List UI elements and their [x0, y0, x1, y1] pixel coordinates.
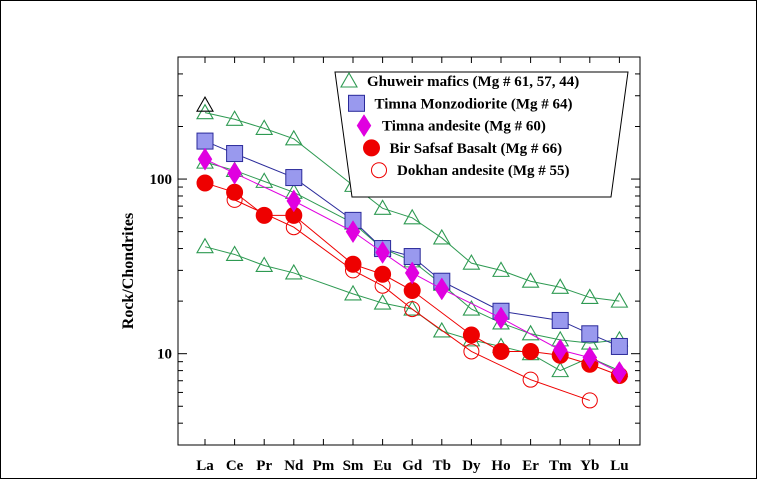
data-point	[197, 147, 213, 171]
data-point	[196, 96, 214, 112]
data-point	[551, 278, 570, 294]
y-axis-title: Rock/Chondrites	[120, 213, 137, 329]
data-point	[521, 272, 540, 288]
x-tick-label: Lu	[610, 458, 628, 474]
data-point	[374, 265, 392, 283]
data-point	[610, 337, 628, 355]
x-tick-label: Dy	[462, 458, 481, 474]
data-point	[610, 292, 629, 308]
data-point	[403, 282, 421, 300]
legend: Ghuweir mafics (Mg # 61, 57, 44) Timna Mo…	[334, 71, 629, 198]
data-point	[344, 284, 362, 301]
x-tick-label: Tm	[549, 458, 572, 474]
legend-marker	[363, 139, 380, 157]
series-timna-andesite	[197, 147, 627, 384]
data-point	[522, 371, 539, 388]
x-tick-label: Tb	[433, 458, 451, 474]
data-point	[492, 342, 510, 360]
x-tick-label: Gd	[402, 458, 423, 474]
x-tick-label: Ce	[226, 458, 244, 474]
data-point	[492, 261, 510, 277]
data-point	[462, 300, 481, 316]
data-point	[522, 342, 540, 360]
x-tick-label: Er	[522, 458, 539, 474]
data-point	[255, 172, 274, 188]
data-point	[226, 145, 244, 163]
data-point	[255, 206, 273, 224]
legend-label: Timna andesite (Mg # 60)	[382, 119, 546, 135]
y-tick-label: 10	[157, 347, 172, 363]
x-tick-label: La	[196, 458, 214, 474]
x-tick-label: Pm	[313, 458, 335, 474]
data-point	[463, 343, 480, 360]
series-line	[204, 161, 620, 344]
legend-marker	[356, 114, 372, 138]
data-point	[493, 306, 509, 330]
data-point	[581, 392, 598, 409]
data-point	[581, 325, 599, 343]
data-point	[284, 263, 303, 280]
data-point	[404, 261, 420, 285]
data-point	[462, 326, 480, 344]
data-point	[404, 301, 421, 318]
data-point	[403, 208, 422, 225]
plot-area	[177, 56, 641, 446]
data-point	[373, 293, 392, 310]
data-point	[432, 228, 451, 245]
data-point	[373, 199, 392, 215]
x-tick-label: Yb	[580, 458, 599, 474]
legend-label: Dokhan andesite (Mg # 55)	[397, 163, 570, 179]
legend-box	[334, 71, 629, 198]
series-ghuweir	[196, 103, 629, 308]
data-point	[286, 189, 302, 213]
data-point	[432, 321, 451, 338]
legend-label: Timna Monzodiorite (Mg # 64)	[375, 96, 573, 112]
legend-marker	[371, 162, 387, 179]
legend-marker	[348, 94, 365, 112]
series-line	[234, 199, 590, 401]
data-point	[255, 119, 274, 135]
data-point	[551, 311, 569, 329]
x-tick-label: Nd	[284, 458, 304, 474]
data-point	[434, 277, 450, 301]
x-tick-label: Sm	[343, 458, 364, 474]
data-point	[225, 245, 244, 262]
axis-labels: La Ce Pr Nd Pm Sm Eu Gd Tb Dy Ho Er Tm Yb Lu 10 100	[150, 172, 629, 474]
data-point	[226, 183, 244, 201]
data-point	[225, 110, 244, 126]
data-point	[551, 361, 570, 378]
data-point	[462, 254, 481, 270]
data-point	[196, 174, 214, 192]
data-point	[580, 288, 599, 304]
data-point	[344, 255, 362, 273]
x-tick-label: Pr	[256, 458, 272, 474]
x-tick-label: Ho	[491, 458, 510, 474]
legend-label: Bir Safsaf Basalt (Mg # 66)	[390, 141, 563, 157]
series-layer	[196, 96, 629, 409]
axis-ticks	[178, 56, 640, 446]
data-point	[227, 161, 242, 185]
legend-marker	[340, 71, 358, 88]
data-point	[196, 237, 214, 254]
data-point	[285, 169, 303, 187]
y-tick-label: 100	[150, 172, 173, 188]
data-point	[582, 346, 598, 370]
data-point	[375, 240, 390, 264]
data-point	[196, 132, 214, 150]
data-point	[552, 338, 568, 362]
series-ghuweir	[196, 96, 214, 112]
data-point	[612, 361, 627, 384]
data-point	[345, 220, 361, 244]
x-tick-label: Eu	[373, 458, 391, 474]
legend-label: Ghuweir mafics (Mg # 61, 57, 44)	[367, 74, 579, 90]
data-point	[255, 256, 274, 273]
data-point	[284, 129, 303, 146]
data-point	[521, 324, 540, 341]
data-point	[403, 300, 422, 316]
